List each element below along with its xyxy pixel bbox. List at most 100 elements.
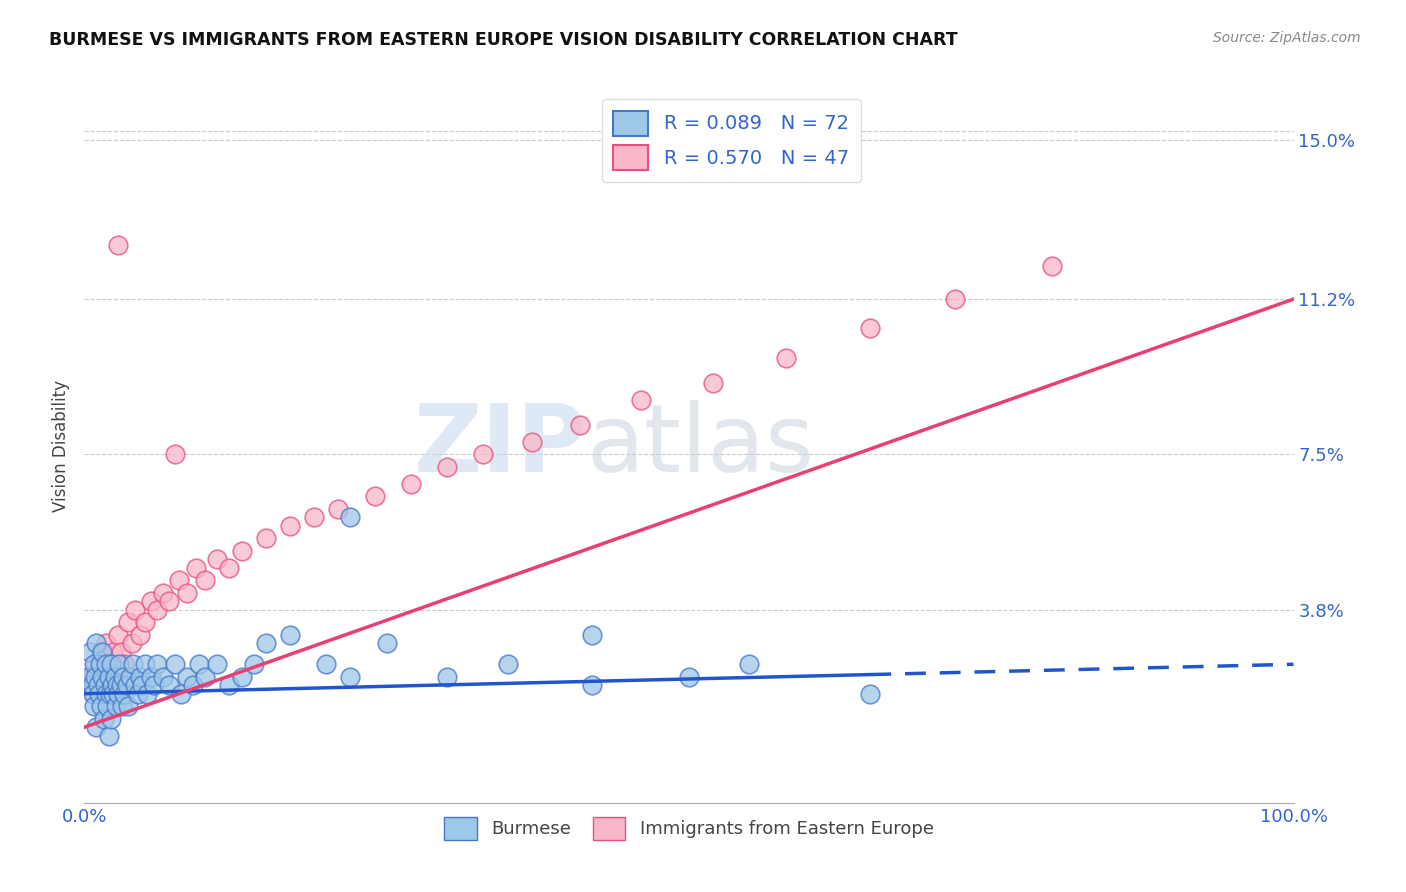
Legend: Burmese, Immigrants from Eastern Europe: Burmese, Immigrants from Eastern Europe [437,810,941,847]
Point [399,476,422,491]
Point [218,678,240,692]
Point [129,670,152,684]
Point [94,657,117,672]
Point [278,518,301,533]
Point [112,670,135,684]
Point [134,657,156,672]
Point [315,657,337,672]
Y-axis label: Vision Disability: Vision Disability [52,380,70,512]
Point [104,657,127,672]
Point [146,603,169,617]
Point [96,699,118,714]
Point [139,594,162,608]
Point [207,552,229,566]
Point [97,657,120,672]
Point [194,574,217,588]
Point [131,678,153,692]
Point [302,510,325,524]
Point [80,670,103,684]
Point [194,670,217,684]
Point [581,678,603,692]
Point [97,670,120,684]
Point [120,670,142,684]
Point [581,628,603,642]
Point [112,687,135,701]
Point [89,657,111,672]
Point [1040,259,1063,273]
Point [339,670,361,684]
Point [375,636,398,650]
Point [167,574,190,588]
Point [121,657,143,672]
Point [77,678,100,692]
Point [77,670,100,684]
Point [93,712,115,726]
Point [242,657,264,672]
Point [775,351,797,365]
Point [363,489,385,503]
Point [278,628,301,642]
Point [520,434,543,449]
Point [104,670,127,684]
Point [143,678,166,692]
Point [91,645,114,659]
Point [176,670,198,684]
Point [107,628,129,642]
Point [98,687,121,701]
Point [569,417,592,432]
Point [110,678,132,692]
Point [103,687,125,701]
Point [436,460,458,475]
Point [111,699,134,714]
Point [738,657,761,672]
Point [231,544,253,558]
Text: Source: ZipAtlas.com: Source: ZipAtlas.com [1213,31,1361,45]
Point [254,532,277,546]
Point [157,594,180,608]
Point [218,560,240,574]
Text: BURMESE VS IMMIGRANTS FROM EASTERN EUROPE VISION DISABILITY CORRELATION CHART: BURMESE VS IMMIGRANTS FROM EASTERN EUROP… [49,31,957,49]
Point [79,645,101,659]
Point [90,699,112,714]
Point [80,678,103,692]
Point [110,645,132,659]
Point [87,687,110,701]
Point [165,447,187,461]
Point [100,712,122,726]
Point [702,376,724,390]
Point [93,670,115,684]
Point [859,687,882,701]
Point [86,636,108,650]
Point [90,645,112,659]
Point [91,670,114,684]
Point [104,699,127,714]
Point [100,657,122,672]
Point [129,628,152,642]
Point [157,678,180,692]
Point [859,321,882,335]
Point [339,510,361,524]
Point [207,657,229,672]
Point [181,678,204,692]
Point [165,657,187,672]
Point [170,687,193,701]
Point [94,636,117,650]
Point [184,560,207,574]
Point [472,447,495,461]
Point [139,670,162,684]
Point [82,687,104,701]
Text: atlas: atlas [586,400,814,492]
Point [101,678,124,692]
Point [115,678,138,692]
Point [496,657,519,672]
Point [107,687,129,701]
Point [86,720,108,734]
Point [124,603,146,617]
Text: ZIP: ZIP [413,400,586,492]
Point [176,586,198,600]
Point [84,670,107,684]
Point [112,657,135,672]
Point [117,699,139,714]
Point [943,292,966,306]
Point [108,657,131,672]
